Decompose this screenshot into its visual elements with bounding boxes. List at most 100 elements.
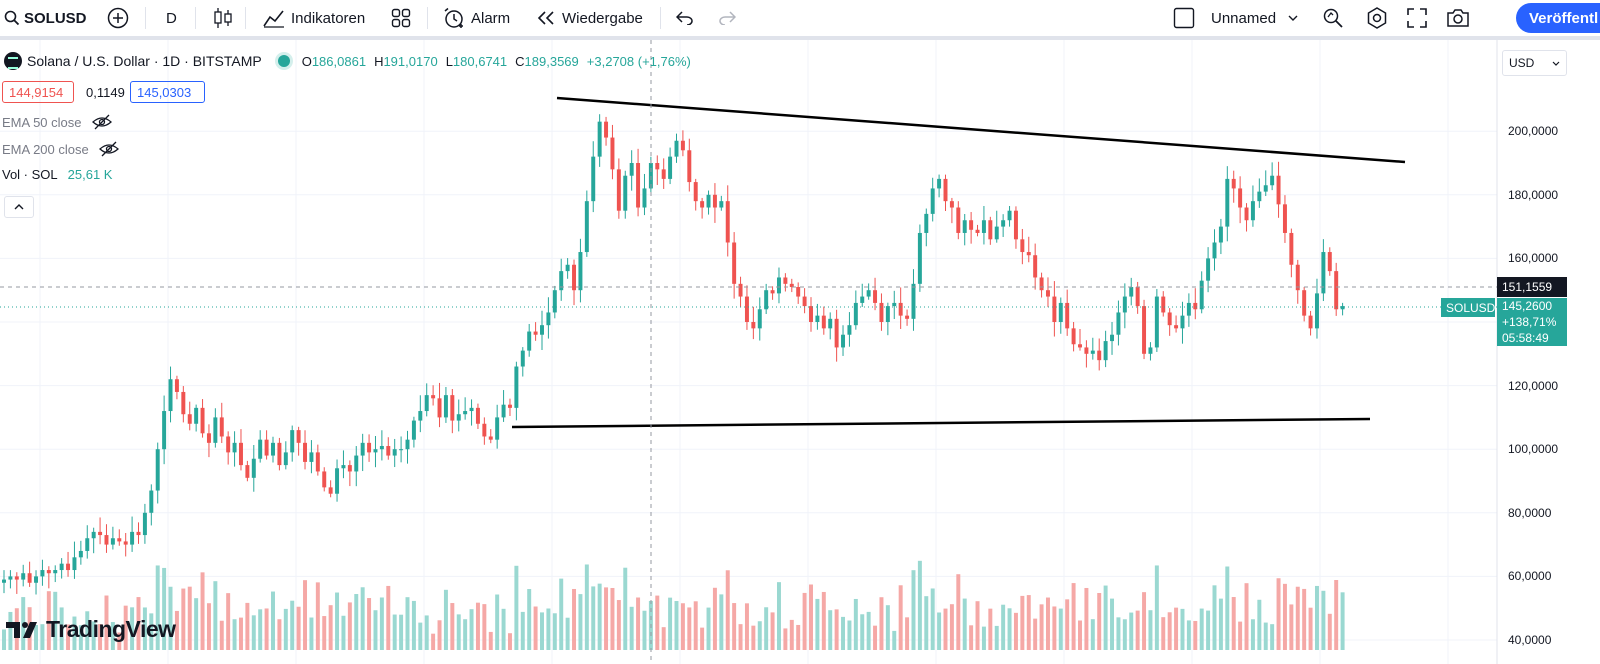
candle-body — [283, 452, 288, 466]
candle-body — [1289, 232, 1294, 265]
volume-bar — [168, 586, 173, 650]
candle-body — [142, 512, 147, 536]
support-trendline — [511, 417, 1371, 429]
indicator-volume[interactable]: Vol · SOL 25,61 K — [2, 167, 112, 182]
candle-body — [764, 290, 769, 310]
templates-button[interactable] — [391, 0, 411, 36]
candle-body — [450, 395, 455, 421]
candle-body — [802, 296, 807, 307]
eye-hidden-icon[interactable] — [98, 141, 119, 157]
volume-bar — [1257, 599, 1262, 650]
candle-body — [85, 538, 90, 551]
change-value: +3,2708 (+1,76%) — [586, 53, 691, 69]
layout-button[interactable]: Unnamed — [1173, 0, 1298, 36]
indicators-button[interactable]: Indikatoren — [263, 0, 365, 36]
volume-bar — [1167, 612, 1172, 650]
snapshot-button[interactable] — [1446, 0, 1470, 36]
indicator-ema50[interactable]: EMA 50 close — [2, 114, 112, 130]
symbol-search-button[interactable]: SOLUSD — [4, 0, 87, 36]
publish-button[interactable]: Veröffentl — [1516, 3, 1600, 33]
market-status-dot[interactable] — [277, 55, 290, 67]
volume-bar — [1334, 580, 1339, 650]
candle-body — [53, 570, 58, 574]
volume-bar — [1078, 620, 1082, 650]
interval-button[interactable]: D — [166, 0, 177, 36]
templates-icon — [391, 8, 411, 28]
candle-body — [1231, 178, 1236, 189]
volume-bar — [1020, 595, 1025, 650]
collapse-legend-button[interactable] — [4, 196, 34, 218]
volume-bar — [1058, 608, 1063, 650]
eye-hidden-icon[interactable] — [91, 114, 112, 130]
undo-button[interactable] — [676, 0, 694, 36]
volume-bar — [1142, 592, 1147, 650]
search-icon — [4, 10, 20, 26]
volume-bar — [40, 624, 45, 650]
volume-bar — [1084, 587, 1089, 650]
buy-price-button[interactable]: 145,0303 — [130, 81, 205, 103]
volume-bar — [911, 570, 916, 650]
camera-icon — [1447, 9, 1469, 27]
volume-bar — [1321, 590, 1326, 650]
spread-value: 0,1149 — [86, 84, 125, 100]
volume-bar — [533, 606, 538, 650]
candle-body — [34, 576, 39, 583]
candle-body — [277, 442, 282, 466]
high-value: H191,0170 — [374, 53, 438, 69]
indicator-ema200[interactable]: EMA 200 close — [2, 141, 119, 157]
price-chart[interactable] — [0, 40, 1600, 664]
compare-symbol-button[interactable] — [106, 0, 130, 36]
candle-body — [1238, 188, 1243, 208]
candle-body — [885, 306, 890, 322]
chart-title[interactable]: Solana / U.S. Dollar · 1D · BITSTAMP — [27, 53, 262, 69]
candle-body — [1135, 287, 1140, 307]
volume-bar — [200, 572, 205, 650]
volume-bar — [303, 580, 308, 650]
candle-body — [661, 169, 666, 179]
quick-search-icon — [1323, 8, 1343, 28]
volume-bar — [187, 586, 192, 650]
volume-bar — [469, 609, 474, 650]
alert-button[interactable]: Alarm — [443, 0, 510, 36]
volume-bar — [251, 615, 256, 650]
volume-bar — [1071, 583, 1076, 650]
volume-bar — [1174, 607, 1179, 650]
volume-bar — [98, 624, 103, 650]
volume-bar — [181, 588, 186, 650]
price-tick-label: 80,0000 — [1508, 505, 1552, 520]
candle-body — [1097, 350, 1102, 361]
candle-body — [27, 573, 32, 583]
volume-bar — [514, 565, 519, 650]
volume-bar — [399, 614, 404, 650]
redo-button[interactable] — [718, 0, 736, 36]
candle-body — [1084, 347, 1089, 354]
volume-bar — [898, 585, 903, 650]
candle-body — [347, 465, 352, 472]
candle-body — [937, 178, 942, 189]
sell-price-button[interactable]: 144,9154 — [2, 81, 74, 103]
volume-bar — [661, 627, 666, 650]
candle-body — [66, 563, 71, 571]
replay-button[interactable]: Wiedergabe — [536, 0, 643, 36]
volume-bar — [386, 585, 391, 650]
chart-type-button[interactable] — [213, 0, 233, 36]
volume-bar — [206, 603, 211, 650]
volume-bar — [1129, 612, 1134, 650]
candle-body — [879, 302, 884, 322]
volume-bar — [1295, 586, 1300, 650]
volume-bar — [1135, 610, 1140, 650]
volume-bar — [520, 611, 525, 650]
open-value: O186,0861 — [301, 53, 367, 69]
fullscreen-button[interactable] — [1407, 0, 1427, 36]
candle-body — [488, 436, 493, 440]
candle-body — [296, 430, 301, 443]
candle-body — [520, 350, 525, 367]
currency-select[interactable]: USD — [1502, 50, 1567, 76]
volume-bar — [821, 591, 826, 650]
volume-bar — [1327, 613, 1332, 650]
settings-button[interactable] — [1365, 0, 1389, 36]
quick-search-button[interactable] — [1322, 0, 1344, 36]
candle-body — [341, 465, 346, 469]
candle-body — [578, 252, 583, 291]
volume-bar — [463, 619, 468, 650]
